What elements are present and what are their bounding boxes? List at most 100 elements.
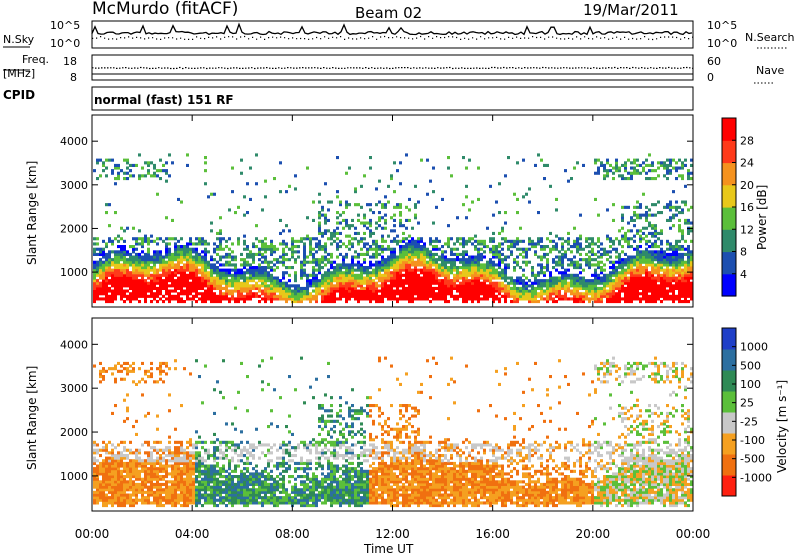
heatmap-cell <box>168 260 171 264</box>
heatmap-cell <box>486 260 489 264</box>
heatmap-cell <box>435 281 438 285</box>
heatmap-cell <box>165 467 168 471</box>
heatmap-cell <box>171 504 174 508</box>
heatmap-cell <box>207 294 210 298</box>
heatmap-cell <box>111 411 114 415</box>
heatmap-cell <box>651 231 654 235</box>
heatmap-cell <box>147 485 150 489</box>
heatmap-cell <box>315 263 318 267</box>
heatmap-cell <box>552 289 555 293</box>
heatmap-cell <box>120 454 123 458</box>
heatmap-cell <box>306 289 309 293</box>
heatmap-cell <box>393 237 396 241</box>
heatmap-cell <box>687 258 690 262</box>
heatmap-cell <box>381 281 384 285</box>
heatmap-cell <box>630 300 633 304</box>
heatmap-cell <box>303 258 306 262</box>
heatmap-cell <box>489 276 492 280</box>
heatmap-cell <box>405 268 408 272</box>
heatmap-cell <box>444 279 447 283</box>
heatmap-cell <box>144 161 147 165</box>
heatmap-cell <box>594 273 597 277</box>
heatmap-cell <box>144 480 147 484</box>
heatmap-cell <box>348 234 351 238</box>
heatmap-cell <box>150 279 153 283</box>
heatmap-cell <box>93 263 96 267</box>
heatmap-cell <box>111 289 114 293</box>
heatmap-cell <box>678 263 681 267</box>
heatmap-cell <box>357 279 360 283</box>
heatmap-cell <box>567 268 570 272</box>
heatmap-cell <box>138 485 141 489</box>
heatmap-cell <box>174 294 177 298</box>
heatmap-cell <box>423 279 426 283</box>
heatmap-cell <box>123 260 126 264</box>
heatmap-cell <box>129 284 132 288</box>
heatmap-cell <box>225 255 228 259</box>
heatmap-cell <box>96 286 99 290</box>
heatmap-cell <box>672 247 675 251</box>
heatmap-cell <box>579 300 582 304</box>
heatmap-cell <box>582 163 585 167</box>
heatmap-cell <box>681 234 684 238</box>
heatmap-cell <box>627 177 630 181</box>
heatmap-cell <box>177 467 180 471</box>
heatmap-cell <box>630 174 633 178</box>
heatmap-cell <box>654 281 657 285</box>
heatmap-cell <box>198 252 201 256</box>
heatmap-cell <box>336 276 339 280</box>
heatmap-cell <box>453 266 456 270</box>
heatmap-cell <box>306 216 309 220</box>
heatmap-cell <box>375 268 378 272</box>
heatmap-cell <box>687 268 690 272</box>
heatmap-cell <box>459 289 462 293</box>
heatmap-cell <box>444 242 447 246</box>
heatmap-cell <box>681 273 684 277</box>
heatmap-cell <box>408 289 411 293</box>
heatmap-cell <box>183 493 186 497</box>
heatmap-cell <box>309 245 312 249</box>
heatmap-cell <box>279 242 282 246</box>
heatmap-cell <box>141 488 144 492</box>
heatmap-cell <box>642 231 645 235</box>
heatmap-cell <box>423 284 426 288</box>
heatmap-cell <box>525 297 528 301</box>
heatmap-cell <box>639 216 642 220</box>
heatmap-cell <box>114 273 117 277</box>
heatmap-cell <box>126 279 129 283</box>
heatmap-cell <box>228 279 231 283</box>
heatmap-cell <box>666 255 669 259</box>
heatmap-cell <box>354 203 357 207</box>
heatmap-cell <box>411 273 414 277</box>
heatmap-cell <box>408 260 411 264</box>
heatmap-cell <box>348 166 351 170</box>
heatmap-cell <box>411 263 414 267</box>
heatmap-cell <box>141 490 144 494</box>
heatmap-cell <box>345 286 348 290</box>
heatmap-cell <box>612 279 615 283</box>
heatmap-cell <box>678 245 681 249</box>
heatmap-cell <box>423 286 426 290</box>
heatmap-cell <box>678 252 681 256</box>
heatmap-cell <box>159 456 162 460</box>
heatmap-cell <box>150 488 153 492</box>
heatmap-cell <box>96 459 99 463</box>
heatmap-cell <box>645 239 648 243</box>
heatmap-cell <box>501 242 504 246</box>
heatmap-cell <box>471 281 474 285</box>
heatmap-cell <box>135 237 138 241</box>
heatmap-cell <box>645 268 648 272</box>
heatmap-cell <box>546 297 549 301</box>
heatmap-cell <box>309 247 312 251</box>
heatmap-cell <box>93 448 96 452</box>
heatmap-cell <box>420 239 423 243</box>
heatmap-cell <box>171 456 174 460</box>
heatmap-cell <box>444 273 447 277</box>
heatmap-cell <box>489 266 492 270</box>
heatmap-cell <box>243 300 246 304</box>
heatmap-cell <box>288 266 291 270</box>
velocity-heatmap <box>93 356 693 508</box>
heatmap-cell <box>471 255 474 259</box>
heatmap-cell <box>555 284 558 288</box>
